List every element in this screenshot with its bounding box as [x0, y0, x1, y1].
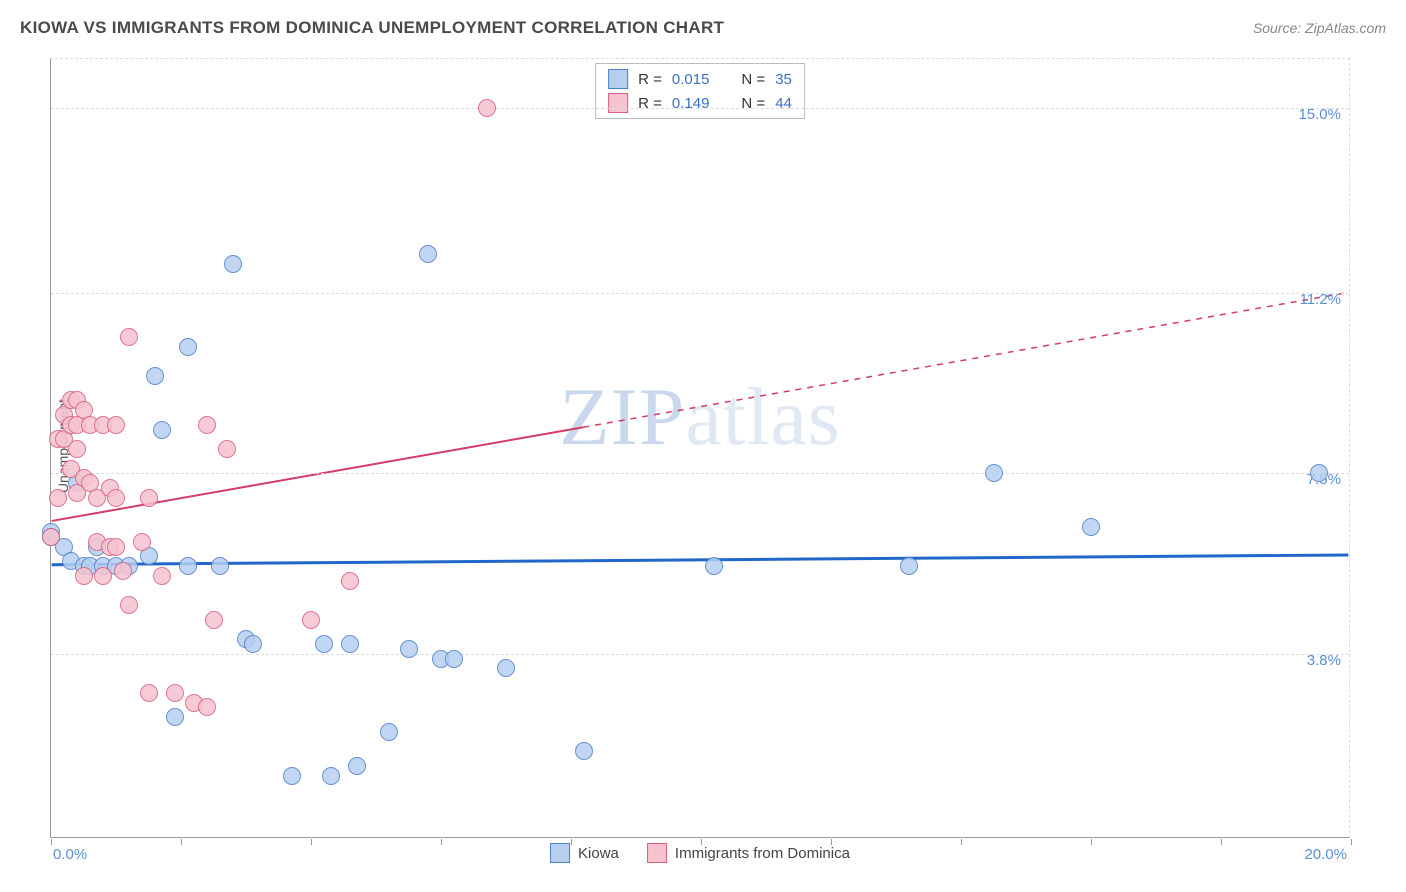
scatter-point-dominica [42, 528, 60, 546]
series-legend: Kiowa Immigrants from Dominica [550, 843, 850, 863]
scatter-point-dominica [114, 562, 132, 580]
scatter-point-kiowa [1082, 518, 1100, 536]
legend-row-kiowa: R = 0.015N = 35 [596, 67, 804, 91]
x-tick [181, 839, 182, 845]
x-tick [1351, 839, 1352, 845]
x-tick [1091, 839, 1092, 845]
scatter-point-dominica [49, 489, 67, 507]
scatter-point-dominica [478, 99, 496, 117]
scatter-point-kiowa [179, 557, 197, 575]
scatter-point-dominica [205, 611, 223, 629]
source-label: Source: ZipAtlas.com [1253, 20, 1386, 36]
grid-line [51, 293, 1349, 294]
trend-lines [51, 59, 1349, 837]
scatter-point-kiowa [166, 708, 184, 726]
y-tick-label: 11.2% [1300, 291, 1341, 308]
y-tick-label: 15.0% [1298, 106, 1341, 123]
chart-header: KIOWA VS IMMIGRANTS FROM DOMINICA UNEMPL… [20, 18, 1386, 38]
scatter-point-dominica [166, 684, 184, 702]
scatter-point-dominica [133, 533, 151, 551]
scatter-point-dominica [302, 611, 320, 629]
grid-line [51, 473, 1349, 474]
scatter-point-kiowa [497, 659, 515, 677]
scatter-chart: ZIPatlas R = 0.015N = 35R = 0.149N = 44 … [50, 58, 1350, 838]
scatter-point-kiowa [153, 421, 171, 439]
grid-line [51, 108, 1349, 109]
scatter-point-kiowa [322, 767, 340, 785]
x-tick [441, 839, 442, 845]
scatter-point-dominica [218, 440, 236, 458]
scatter-point-dominica [107, 416, 125, 434]
x-tick-label: 20.0% [1304, 846, 1347, 863]
scatter-point-kiowa [985, 464, 1003, 482]
x-tick [1221, 839, 1222, 845]
x-tick [961, 839, 962, 845]
scatter-point-kiowa [224, 255, 242, 273]
scatter-point-kiowa [146, 367, 164, 385]
x-tick-label: 0.0% [53, 846, 87, 863]
legend-item-kiowa: Kiowa [550, 843, 619, 863]
scatter-point-dominica [198, 698, 216, 716]
scatter-point-dominica [140, 684, 158, 702]
correlation-legend: R = 0.015N = 35R = 0.149N = 44 [595, 63, 805, 119]
scatter-point-kiowa [211, 557, 229, 575]
scatter-point-dominica [198, 416, 216, 434]
legend-row-dominica: R = 0.149N = 44 [596, 91, 804, 115]
scatter-point-kiowa [179, 338, 197, 356]
scatter-point-kiowa [348, 757, 366, 775]
scatter-point-dominica [341, 572, 359, 590]
scatter-point-kiowa [341, 635, 359, 653]
chart-title: KIOWA VS IMMIGRANTS FROM DOMINICA UNEMPL… [20, 18, 724, 38]
scatter-point-kiowa [1310, 464, 1328, 482]
scatter-point-kiowa [315, 635, 333, 653]
legend-item-dominica: Immigrants from Dominica [647, 843, 850, 863]
scatter-point-dominica [75, 567, 93, 585]
scatter-point-dominica [140, 489, 158, 507]
scatter-point-dominica [68, 440, 86, 458]
scatter-point-kiowa [900, 557, 918, 575]
y-tick-label: 3.8% [1307, 652, 1341, 669]
x-tick [51, 839, 52, 845]
scatter-point-dominica [153, 567, 171, 585]
scatter-point-dominica [107, 489, 125, 507]
scatter-point-kiowa [705, 557, 723, 575]
scatter-point-kiowa [283, 767, 301, 785]
grid-line [51, 654, 1349, 655]
scatter-point-dominica [107, 538, 125, 556]
scatter-point-dominica [94, 567, 112, 585]
scatter-point-kiowa [445, 650, 463, 668]
scatter-point-dominica [120, 596, 138, 614]
scatter-point-kiowa [575, 742, 593, 760]
x-tick [311, 839, 312, 845]
watermark: ZIPatlas [559, 370, 840, 464]
scatter-point-kiowa [380, 723, 398, 741]
scatter-point-kiowa [419, 245, 437, 263]
scatter-point-kiowa [400, 640, 418, 658]
scatter-point-dominica [120, 328, 138, 346]
scatter-point-kiowa [244, 635, 262, 653]
